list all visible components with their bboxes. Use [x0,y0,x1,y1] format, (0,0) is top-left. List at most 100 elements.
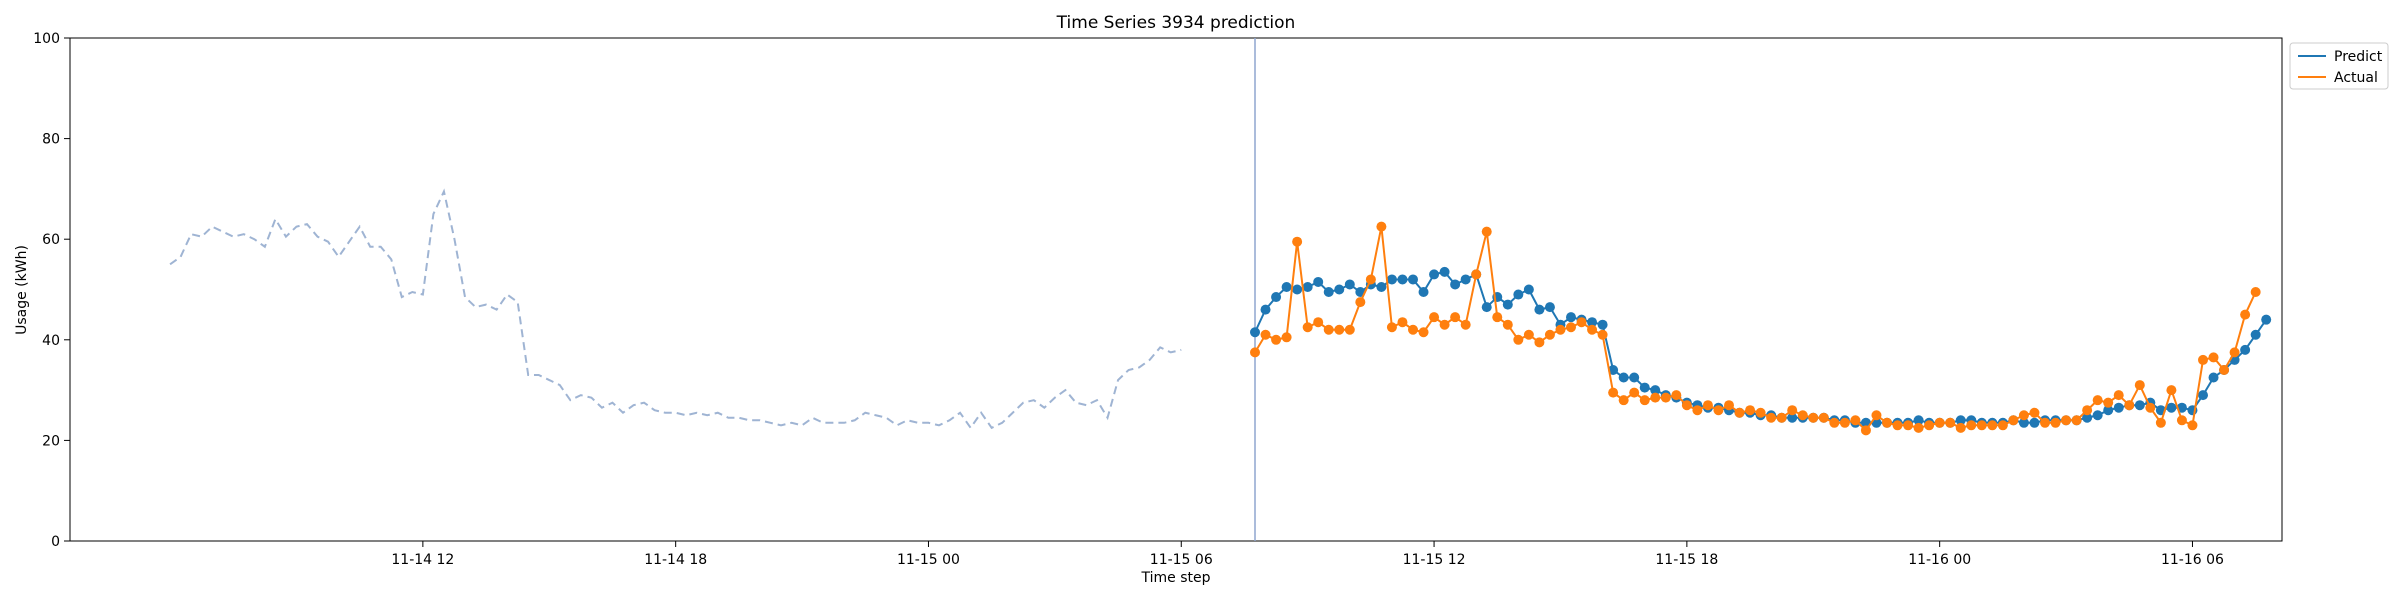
actual-point [1987,420,1998,431]
actual-point [1355,297,1366,308]
x-axis-ticks: 11-14 12 11-14 18 11-15 00 11-15 06 11-15 12… [391,541,2224,568]
actual-point [1544,329,1555,340]
actual-point [1429,312,1440,323]
predict-point [1313,276,1324,287]
actual-point [2250,287,2261,298]
actual-point [1502,319,1513,330]
actual-point [1439,319,1450,330]
actual-point [2229,347,2240,358]
predict-point [1376,281,1387,292]
actual-point [1292,236,1303,247]
predict-point [2103,405,2114,416]
actual-point [1945,417,1956,428]
predict-point [1323,287,1334,298]
actual-point [1566,322,1576,333]
predict-point [1344,279,1355,290]
predict-point [1913,415,1924,426]
actual-point [2050,417,2061,428]
predict-point [1650,385,1661,396]
actual-point [1903,420,1914,431]
predict-point [1450,279,1461,290]
predict-point [1597,319,1608,330]
actual-point [1271,334,1282,345]
predict-point [2208,372,2219,383]
actual-point [1681,400,1692,411]
predict-point [2113,402,2124,413]
actual-point [1818,412,1829,423]
actual-point [1660,392,1671,403]
y-tick-label: 60 [42,232,60,248]
actual-point [1523,329,1534,340]
actual-point [1260,329,1271,340]
actual-point [2008,415,2019,426]
actual-point [1608,387,1619,398]
y-tick-label: 40 [42,333,60,349]
actual-point [2219,364,2230,375]
actual-point [2240,309,2251,320]
actual-point [1334,324,1345,335]
actual-point [1365,274,1376,285]
chart-marks [169,38,2272,541]
actual-point [1386,322,1397,333]
actual-point [2166,385,2177,396]
actual-point [1692,405,1703,416]
actual-point [1702,400,1713,411]
predict-point [2092,410,2103,421]
actual-point [1629,387,1640,398]
actual-point [1302,322,1313,333]
actual-point [1776,412,1787,423]
plot-area [69,37,2283,542]
y-axis-label: Usage (kWh) [14,245,30,335]
y-axis-ticks: 0 20 40 60 80 100 [33,31,70,550]
actual-point [1787,405,1798,416]
actual-point [1955,422,1966,433]
predict-point [1639,382,1650,393]
predict-point [1271,292,1282,303]
actual-point [1808,412,1819,423]
actual-point [2113,390,2124,401]
actual-point [2092,395,2103,406]
predict-point [1408,274,1418,285]
actual-point [1408,324,1418,335]
x-tick-label: 11-15 00 [897,552,960,568]
actual-point [2082,405,2093,416]
actual-point [1997,420,2008,431]
y-tick-label: 100 [33,31,60,47]
actual-point [1860,425,1871,436]
predict-point [2029,417,2040,428]
actual-point [2155,417,2166,428]
legend-actual-label: Actual [2334,70,2378,86]
actual-point [1871,410,1882,421]
actual-point [1481,226,1492,237]
actual-point [2145,402,2156,413]
x-tick-label: 11-14 18 [644,552,707,568]
actual-point [1323,324,1334,335]
predict-point [1281,281,1292,292]
predict-point [2166,402,2177,413]
actual-point [1344,324,1355,335]
predict-point [1439,266,1450,277]
actual-point [1376,221,1387,232]
predict-point [1523,284,1534,295]
predict-point [1481,302,1492,313]
actual-point [1471,269,1482,280]
x-tick-label: 11-14 12 [391,552,454,568]
actual-point [2040,417,2050,428]
actual-point [2124,400,2135,411]
predict-point [1292,284,1303,295]
predict-point [1787,412,1798,423]
actual-point [2071,415,2082,426]
actual-point [2187,420,2198,431]
predict-point [1386,274,1397,285]
actual-point [1397,317,1408,328]
predict-point [2134,400,2145,411]
actual-point [1755,407,1766,418]
actual-point [1460,319,1471,330]
legend-predict-label: Predict [2334,49,2383,65]
actual-point [1934,417,1945,428]
predict-point [1955,415,1966,426]
actual-point [1650,392,1661,403]
actual-point [1850,415,1861,426]
actual-point [1839,417,1850,428]
